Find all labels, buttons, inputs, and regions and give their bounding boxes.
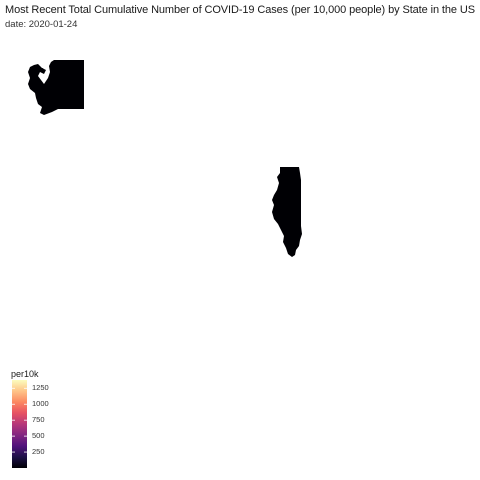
legend-colorbar [12,380,27,468]
legend-tick-label: 1250 [32,383,49,393]
state-illinois[interactable] [272,167,302,257]
legend-title: per10k [11,369,39,379]
legend-tick-label: 1000 [32,399,49,409]
state-washington-island [40,68,44,72]
legend-tick-label: 750 [32,415,45,425]
legend-tick-label: 250 [32,447,45,457]
legend-tick-label: 500 [32,431,45,441]
map-title: Most Recent Total Cumulative Number of C… [5,4,475,16]
state-washington[interactable] [28,60,84,115]
map-subtitle-date: date: 2020-01-24 [5,19,78,30]
